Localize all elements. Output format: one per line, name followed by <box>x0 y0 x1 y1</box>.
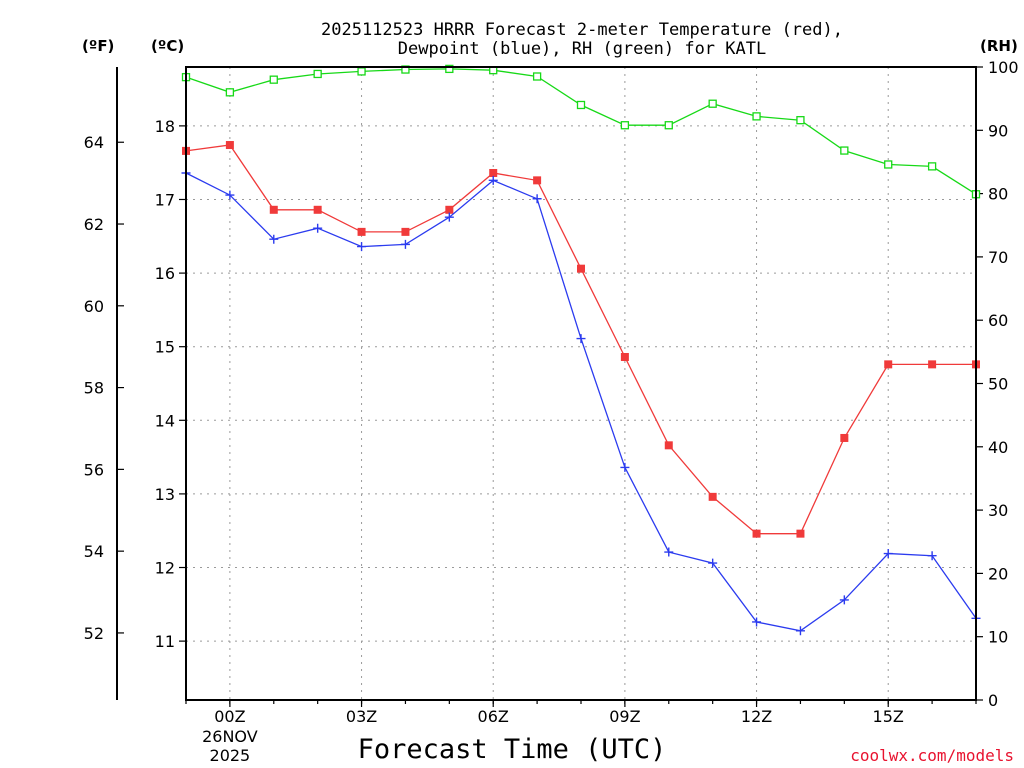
rh-point <box>225 88 235 97</box>
dewpoint-point <box>400 239 410 249</box>
x-tick-label: 06Z <box>478 707 509 726</box>
rh-point <box>752 112 761 121</box>
temperature-point <box>533 176 542 185</box>
celsius-tick-label: 11 <box>155 632 175 651</box>
rh-point <box>532 72 542 81</box>
grid-lines <box>186 67 976 700</box>
fahrenheit-tick-label: 58 <box>84 379 104 398</box>
fahrenheit-unit-label: (ºF) <box>82 37 114 55</box>
dewpoint-point <box>269 234 279 244</box>
rh-tick-label: 70 <box>988 248 1008 267</box>
rh-point <box>884 160 893 169</box>
celsius-unit-label: (ºC) <box>151 37 184 55</box>
rh-tick-label: 90 <box>988 121 1008 140</box>
dewpoint-point <box>620 462 630 472</box>
x-tick-label: 09Z <box>609 707 640 726</box>
fahrenheit-tick-label: 64 <box>84 133 104 152</box>
x-date-label: 26NOV <box>202 727 258 746</box>
dewpoint-point <box>532 194 542 204</box>
dewpoint-point <box>927 551 937 561</box>
dewpoint-point <box>444 212 454 222</box>
dewpoint-point <box>839 595 849 605</box>
celsius-tick-label: 14 <box>155 411 175 430</box>
chart-title-line2: Dewpoint (blue), RH (green) for KATL <box>398 39 766 59</box>
fahrenheit-tick-label: 56 <box>84 460 104 479</box>
temperature-point <box>445 205 454 214</box>
celsius-tick-label: 15 <box>155 338 175 357</box>
rh-point <box>445 64 454 74</box>
temperature-point <box>752 529 761 538</box>
x-axis-label: Forecast Time (UTC) <box>358 734 667 765</box>
temperature-point <box>664 441 673 450</box>
temperature-point <box>577 264 585 273</box>
celsius-tick-label: 17 <box>155 190 175 209</box>
temperature-point <box>269 205 278 214</box>
temperature-point <box>840 433 849 442</box>
dewpoint-point <box>488 175 498 185</box>
rh-point <box>576 100 586 110</box>
rh-tick-label: 80 <box>988 185 1008 204</box>
x-tick-label: 12Z <box>741 707 772 726</box>
temperature-point <box>489 168 498 177</box>
dewpoint-point <box>795 626 805 636</box>
fahrenheit-tick-label: 52 <box>84 624 104 643</box>
dewpoint-point <box>708 558 718 568</box>
rh-tick-label: 50 <box>988 375 1008 394</box>
rh-point <box>269 75 278 84</box>
x-year-label: 2025 <box>210 746 251 765</box>
rh-unit-label: (RH) <box>980 37 1018 55</box>
rh-point <box>664 121 673 130</box>
temperature-point <box>313 205 322 214</box>
temperature-point <box>225 141 234 150</box>
rh-tick-label: 100 <box>988 58 1019 77</box>
chart-title-line1: 2025112523 HRRR Forecast 2-meter Tempera… <box>321 20 843 40</box>
rh-point <box>840 146 849 155</box>
rh-point <box>708 99 717 108</box>
dewpoint-point <box>752 617 762 627</box>
rh-tick-label: 10 <box>988 628 1008 647</box>
plot-frame <box>185 66 977 701</box>
dewpoint-point <box>664 547 674 557</box>
x-tick-label: 03Z <box>346 707 377 726</box>
rh-point <box>796 116 805 125</box>
temperature-point <box>928 360 937 369</box>
rh-point <box>620 121 630 130</box>
dewpoint-line <box>185 172 977 632</box>
dewpoint-point <box>225 190 235 200</box>
celsius-tick-label: 13 <box>155 485 175 504</box>
rh-tick-label: 20 <box>988 564 1008 583</box>
data-series <box>181 64 981 636</box>
fahrenheit-tick-label: 62 <box>84 215 104 234</box>
rh-point <box>357 67 366 76</box>
fahrenheit-tick-label: 54 <box>84 542 104 561</box>
rh-tick-label: 0 <box>988 691 998 710</box>
rh-tick-label: 40 <box>988 438 1008 457</box>
celsius-tick-label: 16 <box>155 264 175 283</box>
celsius-tick-label: 18 <box>155 117 175 136</box>
rh-tick-label: 30 <box>988 501 1008 520</box>
dewpoint-point <box>357 242 367 252</box>
x-tick-label: 15Z <box>873 707 904 726</box>
temperature-point <box>708 492 717 501</box>
fahrenheit-tick-label: 60 <box>84 297 104 316</box>
temperature-point <box>796 529 805 538</box>
rh-point <box>313 69 322 79</box>
dewpoint-point <box>576 334 586 344</box>
temperature-point <box>884 360 893 369</box>
rh-tick-label: 60 <box>988 311 1008 330</box>
x-tick-label: 00Z <box>214 707 245 726</box>
temperature-point <box>620 353 629 362</box>
temperature-point <box>357 227 366 236</box>
rh-point <box>927 162 937 171</box>
rh-line <box>185 68 977 195</box>
dewpoint-point <box>313 223 323 233</box>
celsius-tick-label: 12 <box>155 559 175 578</box>
temperature-point <box>401 227 410 236</box>
dewpoint-point <box>883 549 893 559</box>
credit-link[interactable]: coolwx.com/models <box>850 746 1014 765</box>
